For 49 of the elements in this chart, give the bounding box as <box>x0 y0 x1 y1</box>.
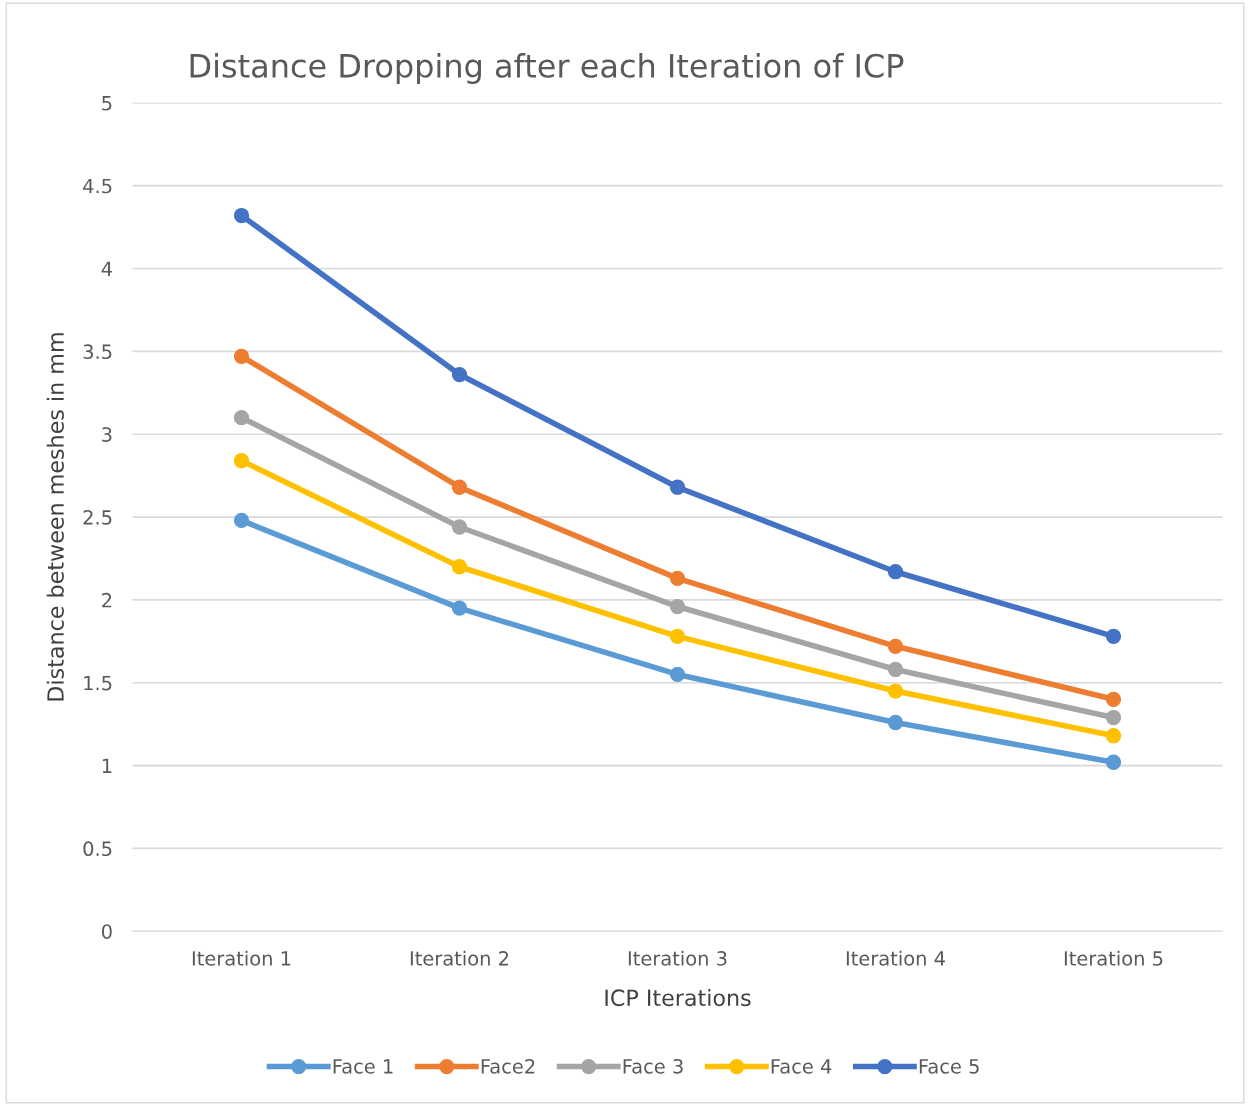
y-tick-label: 2 <box>102 592 112 608</box>
point <box>1105 754 1122 770</box>
point <box>887 683 904 699</box>
point <box>233 348 250 364</box>
point <box>1105 628 1122 644</box>
point <box>233 410 250 426</box>
y-tick-label: 2.5 <box>83 510 112 525</box>
point <box>669 666 686 683</box>
x-tick-label: Iteration 5 <box>1064 950 1163 966</box>
y-tick-label: 3 <box>102 427 112 442</box>
point <box>669 628 686 644</box>
y-tick-label: 3.5 <box>83 344 112 360</box>
legend-label: Face 4 <box>771 1059 832 1074</box>
x-axis-title: ICP Iterations <box>605 988 751 1007</box>
legend-label: Face 5 <box>919 1059 979 1074</box>
x-tick-label: Iteration 2 <box>410 950 509 966</box>
x-tick-label: Iteration 4 <box>846 950 945 966</box>
point <box>451 600 468 616</box>
chart-title: Distance Dropping after each Iteration of ICP <box>190 53 904 85</box>
x-tick-label: Iteration 1 <box>192 950 291 966</box>
legend-label: Face 1 <box>333 1059 393 1074</box>
point <box>887 638 904 654</box>
point <box>669 570 686 586</box>
legend-label: Face2 <box>481 1058 535 1074</box>
point <box>669 598 686 615</box>
point <box>451 519 468 535</box>
point <box>233 453 250 469</box>
y-tick-label: 1 <box>102 758 112 773</box>
point <box>451 366 468 383</box>
y-tick-label: 0.5 <box>83 841 112 857</box>
point <box>887 564 904 580</box>
point <box>1105 691 1122 707</box>
point <box>669 479 686 495</box>
point <box>1105 728 1122 744</box>
y-tick-label: 0 <box>101 924 112 939</box>
y-axis-title: Distance between meshes in mm <box>46 333 64 701</box>
legend-label: Face 3 <box>623 1058 683 1074</box>
point <box>1105 709 1122 726</box>
point <box>887 714 904 731</box>
y-tick-label: 1.5 <box>84 675 112 691</box>
x-tick-label: Iteration 3 <box>628 950 727 966</box>
point <box>887 661 904 678</box>
y-tick-label: 4.5 <box>83 178 112 194</box>
point <box>233 512 250 529</box>
y-tick-label: 5 <box>102 96 112 111</box>
point <box>233 207 250 224</box>
y-tick-label: 4 <box>101 261 112 276</box>
point <box>451 479 468 495</box>
point <box>451 559 468 575</box>
